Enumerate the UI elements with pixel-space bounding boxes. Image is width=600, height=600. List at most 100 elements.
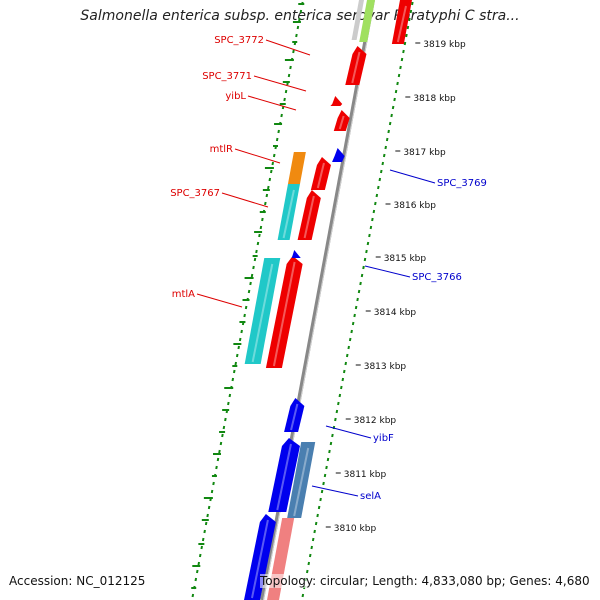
gc-content-dots-outer	[387, 129, 390, 134]
gc-content-dots-outer	[385, 137, 389, 142]
gene-spc-3769	[332, 148, 345, 162]
gc-content-dots-outer	[409, 9, 413, 14]
gc-content-dots-outer	[325, 465, 328, 470]
gc-content-dots-outer	[369, 225, 373, 230]
gene-mtlA-cog-shine	[251, 263, 274, 363]
gc-content-dots-outer	[396, 81, 399, 86]
gc-content-dots-outer	[347, 345, 350, 350]
forward-gene-label: mtlR	[210, 144, 233, 155]
gene-mtlR-shine	[316, 162, 325, 189]
gene-spc-3771-shine	[351, 51, 361, 84]
gc-content-dots-outer	[356, 297, 359, 302]
gc-content-dots-outer	[357, 289, 361, 294]
gc-content-dots-inner	[256, 241, 260, 246]
forward-gene-label: SPC_3772	[214, 35, 264, 46]
gc-content-dots-outer	[323, 473, 327, 478]
gc-content-dots-outer	[351, 321, 355, 326]
gc-content-dots-inner	[207, 505, 211, 510]
forward-gene-leader-line	[253, 75, 307, 92]
gene-lower-blue	[244, 514, 276, 600]
gene-mtlR-body	[310, 157, 331, 190]
gc-content-dots-outer	[397, 73, 401, 78]
gc-content-dots-outer	[390, 113, 393, 118]
gc-content-dots-inner	[250, 273, 254, 278]
gene-cog-lightgreen-body	[359, 0, 375, 42]
gc-content-dots-inner	[206, 513, 209, 518]
gene-lower-blue-body	[244, 514, 276, 600]
gc-content-dots-inner	[231, 377, 235, 382]
gc-content-dots-outer	[335, 409, 339, 414]
gene-yibL	[333, 110, 350, 131]
gc-content-dots-inner	[295, 33, 298, 38]
gc-content-dots-outer	[368, 233, 371, 238]
gene-spc-3766	[290, 250, 301, 258]
gene-yibL-body	[333, 110, 350, 131]
gc-content-dots-outer	[340, 385, 343, 390]
gc-content-dots-inner	[275, 137, 279, 142]
kbp-tick-label: 3813 kbp	[364, 362, 407, 372]
gc-content-dots-inner	[222, 425, 226, 430]
gc-content-dots-outer	[400, 57, 404, 62]
kbp-tick-label: 3812 kbp	[354, 416, 397, 426]
gc-content-dots-outer	[372, 209, 376, 214]
gc-content-dots-outer	[375, 193, 379, 198]
gene-spc-3767	[297, 190, 321, 240]
gc-content-dots-outer	[394, 89, 398, 94]
gc-content-dots-inner	[221, 433, 224, 438]
gc-content-dots-outer	[348, 337, 352, 342]
gc-content-dots-outer	[313, 529, 316, 534]
gc-content-dots-inner	[240, 329, 243, 334]
gc-content-dots-outer	[381, 161, 385, 166]
gc-content-dots-outer	[331, 433, 334, 438]
gc-content-dots-outer	[334, 417, 337, 422]
reverse-gene-label: SPC_3769	[437, 178, 487, 189]
gc-content-dots-inner	[243, 313, 246, 318]
gc-content-dots-outer	[359, 281, 362, 286]
kbp-tick-label: 3811 kbp	[344, 470, 387, 480]
gc-content-dots-inner	[201, 537, 205, 542]
kbp-tick-label: 3814 kbp	[374, 308, 417, 318]
forward-gene-label: mtlA	[172, 289, 195, 300]
gene-spc-3769-body	[332, 148, 345, 162]
gc-content-dots-outer	[316, 513, 319, 518]
gc-content-dots-outer	[377, 185, 380, 190]
gene-spc-3767-cog	[277, 184, 300, 240]
gc-content-dots-outer	[343, 369, 346, 374]
gene-spc-3766-body	[290, 250, 301, 258]
gene-selA-cog	[287, 442, 316, 518]
forward-gene-label: SPC_3767	[170, 188, 220, 199]
gc-content-dots-inner	[249, 281, 252, 286]
reverse-gene-leader-line	[325, 425, 372, 439]
gene-selA-cog-shine	[293, 447, 310, 517]
gene-cog-lightgreen	[359, 0, 375, 42]
genome-stats: Topology: circular; Length: 4,833,080 bp…	[260, 574, 590, 588]
gc-content-dots-inner	[258, 233, 261, 238]
gc-content-dots-inner	[283, 97, 286, 102]
gc-content-dots-outer	[405, 33, 408, 38]
reverse-gene-label: selA	[360, 491, 381, 502]
reverse-gene-label: yibF	[373, 433, 394, 444]
gc-content-dots-inner	[224, 417, 227, 422]
gc-content-dots-outer	[366, 241, 370, 246]
gc-content-dots-inner	[292, 49, 295, 54]
gc-content-dots-inner	[287, 73, 291, 78]
gc-content-dots-outer	[391, 105, 395, 110]
kbp-tick-label: 3810 kbp	[334, 524, 377, 534]
kbp-tick-label: 3818 kbp	[413, 94, 456, 104]
gc-content-dots-inner	[238, 337, 242, 342]
gc-content-dots-outer	[362, 265, 365, 270]
gc-content-dots-inner	[191, 593, 195, 598]
gc-content-dots-outer	[306, 569, 309, 574]
gc-content-dots-outer	[399, 65, 402, 70]
gene-mtlR	[310, 157, 331, 190]
gc-content-dots-inner	[233, 369, 236, 374]
gene-mtlR-cog	[287, 152, 306, 184]
gc-content-dots-outer	[319, 497, 322, 502]
accession-label: Accession: NC_012125	[9, 574, 146, 588]
gc-content-dots-outer	[382, 153, 386, 158]
gene-yibL-shine	[338, 115, 345, 130]
gc-content-dots-outer	[374, 201, 377, 206]
forward-gene-label: SPC_3771	[202, 71, 252, 82]
reverse-gene-label: SPC_3766	[412, 272, 462, 283]
